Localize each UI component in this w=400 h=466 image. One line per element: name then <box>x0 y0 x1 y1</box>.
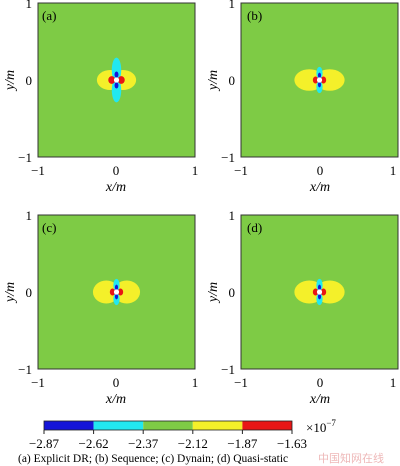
panel-a-ylabel: y/m <box>3 70 18 92</box>
panel-b-xlabel: x/m <box>309 180 330 195</box>
panel-c-ytick-top: 1 <box>26 208 33 223</box>
panel-d-xtick-left: −1 <box>234 375 248 390</box>
panel-d-ytick-top: 1 <box>229 208 236 223</box>
panel-a-origin-marker <box>113 77 120 83</box>
panel-d-label: (d) <box>247 220 262 235</box>
panel-a-label: (a) <box>42 8 56 23</box>
panel-a-blue-contour-6 <box>114 82 119 89</box>
panel-d-origin-marker <box>316 289 323 295</box>
colorbar-tick-label-4: −2.12 <box>178 436 208 451</box>
panel-a-ytick-mid: 0 <box>26 73 33 88</box>
panel-c-red-contour-8 <box>117 288 124 296</box>
panel-d-ylabel: y/m <box>206 282 221 304</box>
panel-d-red-contour-8 <box>320 288 327 296</box>
panel-c-red-contour-7 <box>109 288 116 296</box>
colorbar-multiplier: ×10−7 <box>306 418 336 435</box>
colorbar-tick-label-3: −2.37 <box>128 436 159 451</box>
panel-b-xtick-mid: 0 <box>317 163 324 178</box>
panel-a-red-contour-8 <box>117 76 125 84</box>
panel-c-field-features <box>92 278 141 306</box>
panel-c-yellow-contour-1 <box>92 280 120 304</box>
panel-b-ytick-mid: 0 <box>229 73 236 88</box>
colorbar-multiplier-exponent: −7 <box>326 418 336 428</box>
panel-c-xtick-right: 1 <box>192 375 199 390</box>
panel-d-ytick-bottom: −1 <box>221 362 235 377</box>
colorbar-frame <box>43 420 293 431</box>
colorbar-tick-label-6: −1.63 <box>277 436 307 451</box>
colorbar: −2.87 −2.62 −2.37 −2.12 −1.87 −1.63 ×10−… <box>29 418 336 451</box>
colorbar-segment-1 <box>44 421 94 430</box>
colorbar-segment-2 <box>93 421 144 430</box>
figure-caption: (a) Explicit DR; (b) Sequence; (c) Dynai… <box>18 453 288 465</box>
panel-c-ytick-bottom: −1 <box>18 362 32 377</box>
panel-d-field-features <box>294 278 345 306</box>
panel-b-ytick-top: 1 <box>229 0 236 11</box>
panel-a-cyan-contour-3 <box>111 57 122 83</box>
panel-a-xtick-right: 1 <box>192 163 199 178</box>
colorbar-multiplier-base: ×10 <box>306 420 326 435</box>
colorbar-segment-5 <box>242 421 292 430</box>
panel-a-ytick-bottom: −1 <box>18 150 32 165</box>
panel-c-label: (c) <box>42 220 56 235</box>
panel-d: (d) 1 0 −1 −1 0 1 x/m y/m <box>206 208 399 407</box>
panel-d-blue-contour-5 <box>317 284 322 291</box>
panel-b-ylabel: y/m <box>206 70 221 92</box>
panel-c-xtick-mid: 0 <box>113 375 120 390</box>
panel-b-xtick-left: −1 <box>234 163 248 178</box>
panel-c-xtick-left: −1 <box>31 375 45 390</box>
panel-c: (c) 1 0 −1 −1 0 1 x/m y/m <box>3 208 198 407</box>
panel-c-origin-marker <box>113 289 120 295</box>
panel-a-blue-contour-5 <box>114 71 119 78</box>
panel-b-blue-contour-5 <box>317 72 322 79</box>
panel-c-frame <box>37 214 196 370</box>
panel-c-ylabel: y/m <box>3 282 18 304</box>
panel-c-ytick-mid: 0 <box>26 285 33 300</box>
panel-b-xtick-right: 1 <box>390 163 397 178</box>
panel-a-xtick-mid: 0 <box>113 163 120 178</box>
watermark-text: 中国知网在线 <box>318 451 384 465</box>
panel-a-red-contour-7 <box>108 76 116 84</box>
colorbar-tick-label-2: −2.62 <box>79 436 109 451</box>
panel-b-origin-marker <box>316 77 323 83</box>
colorbar-segment-4 <box>192 421 243 430</box>
panel-b-frame <box>240 2 399 158</box>
panel-a-field-features <box>96 57 137 103</box>
colorbar-tick-label-1: −2.87 <box>29 436 60 451</box>
panel-a-ytick-top: 1 <box>26 0 33 11</box>
panel-d-xtick-mid: 0 <box>317 375 324 390</box>
panel-b-red-contour-8 <box>320 76 327 84</box>
panel-d-xtick-right: 1 <box>390 375 397 390</box>
panel-a-cyan-contour-4 <box>111 77 122 103</box>
panel-d-blue-contour-6 <box>317 293 322 300</box>
panel-a-frame <box>37 2 196 158</box>
panel-d-ytick-mid: 0 <box>229 285 236 300</box>
panel-b-blue-contour-6 <box>317 81 322 88</box>
panel-c-xlabel: x/m <box>105 392 126 407</box>
panel-b-field-features <box>294 66 345 94</box>
panel-d-red-contour-7 <box>312 288 319 296</box>
panel-a: (a) 1 0 −1 −1 0 1 x/m y/m <box>3 0 198 195</box>
colorbar-tick-label-5: −1.87 <box>227 436 258 451</box>
panel-b-ytick-bottom: −1 <box>221 150 235 165</box>
panel-d-xlabel: x/m <box>309 392 330 407</box>
panel-a-xtick-left: −1 <box>31 163 45 178</box>
panel-c-blue-contour-5 <box>114 284 119 291</box>
panel-b-label: (b) <box>247 8 262 23</box>
colorbar-segment-3 <box>143 421 193 430</box>
panel-c-blue-contour-6 <box>114 293 119 300</box>
panel-b-red-contour-7 <box>312 76 319 84</box>
panel-d-frame <box>240 214 399 370</box>
panel-b: (b) 1 0 −1 −1 0 1 x/m y/m <box>206 0 399 195</box>
panel-c-yellow-contour-2 <box>113 280 141 304</box>
panel-a-xlabel: x/m <box>105 180 126 195</box>
